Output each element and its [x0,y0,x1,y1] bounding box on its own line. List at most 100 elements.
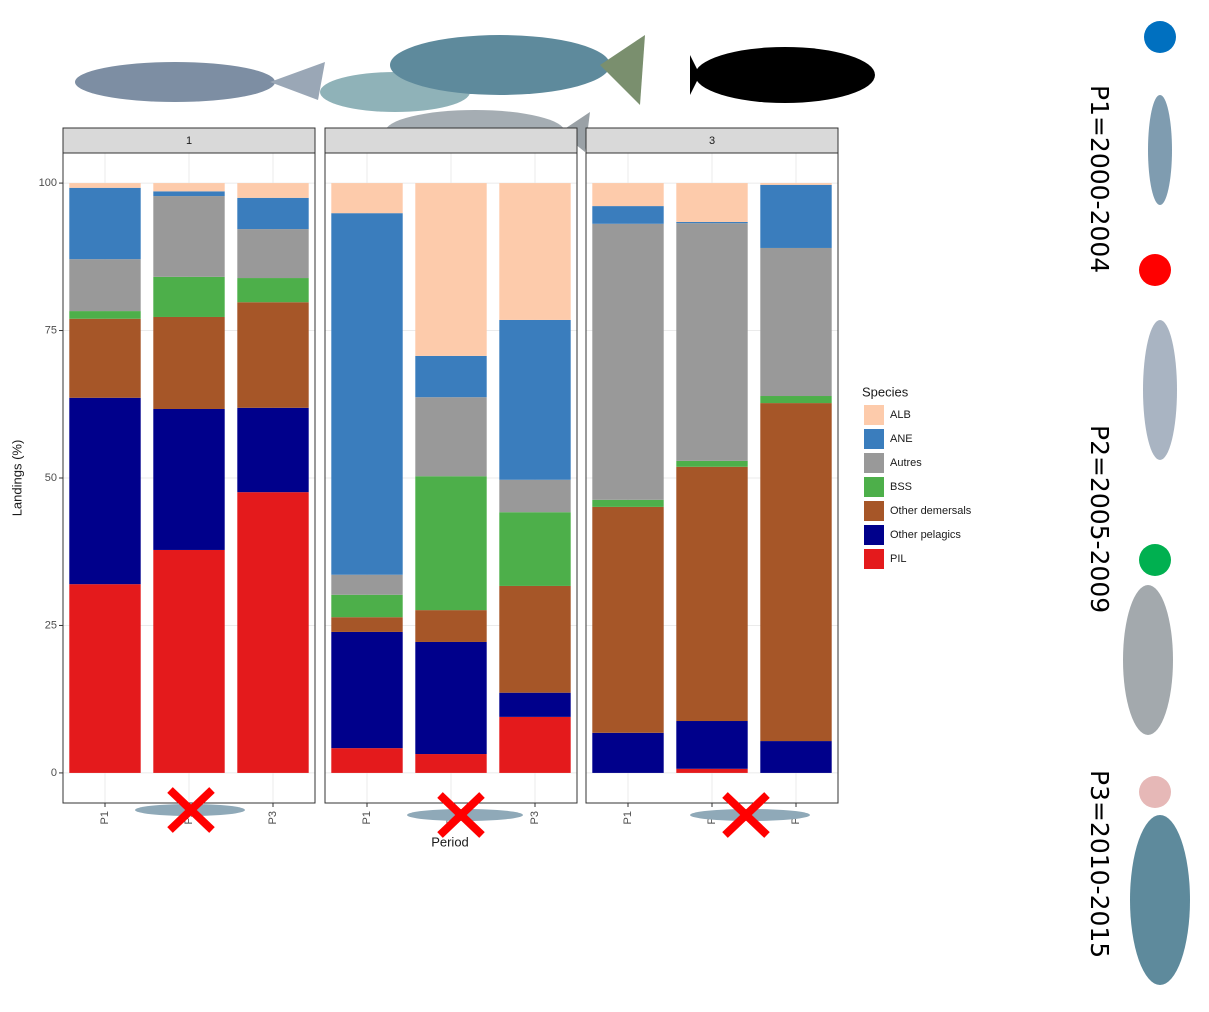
x-tick-label: P3 [529,811,541,824]
x-tick-label: P1 [99,811,111,824]
legend-key [864,453,884,473]
bar-segment [415,397,487,477]
bar-segment [237,302,309,408]
bar-segment [69,187,141,260]
strip [585,127,839,154]
bar-segment [415,610,487,642]
legend-label: BSS [890,481,912,493]
cross-mark [437,792,485,838]
legend-key [864,405,884,425]
bar-segment [69,318,141,398]
y-tick-label: 100 [39,177,57,189]
bar-segment [760,247,832,397]
bar-segment [415,355,487,398]
fish-illustration [75,62,275,102]
y-tick-label: 0 [51,767,57,779]
y-axis-label: Landings (%) [9,440,24,517]
bar-segment [331,617,403,632]
bar-segment [69,259,141,312]
legend-label: Autres [890,457,922,469]
bar-segment [592,506,664,733]
bar-segment [676,721,748,769]
bar-segment [331,183,403,214]
bar-segment [499,183,571,320]
bar-segment [760,184,832,248]
bar-segment [237,492,309,773]
bar-segment [153,549,225,773]
bar-segment [331,213,403,575]
period-dot [1139,776,1171,808]
bar-segment [415,754,487,773]
bar-segment [153,408,225,550]
bar-segment [499,716,571,773]
bar-segment [331,574,403,595]
cross-marks [135,787,810,838]
x-tick-label: P1 [622,811,634,824]
bar-segment [676,223,748,461]
bar-segment [331,748,403,773]
bar-segment [676,460,748,467]
y-tick-label: 25 [45,619,57,631]
x-tick-label: P1 [361,811,373,824]
fish-illustration [1123,585,1173,735]
fish-silhouette [695,47,875,103]
bar-segment [499,319,571,480]
x-axis-label: Period [431,834,469,849]
bar-segment [237,197,309,230]
cross-mark [167,787,215,833]
cross-mark [722,792,770,838]
bar-segment [499,585,571,693]
y-tick-label: 75 [45,324,57,336]
bar-segment [499,479,571,513]
bar-segment [415,183,487,356]
legend-label: ANE [890,433,913,445]
bar-segment [331,631,403,749]
bar-segment [760,396,832,404]
bar-segment [676,768,748,773]
bar-segment [592,223,664,500]
bar-segment [499,692,571,717]
bar-segment [69,311,141,319]
fish-illustration [1143,320,1177,460]
period-dot [1139,254,1171,286]
legend-title: Species [862,384,909,399]
bar-segment [153,276,225,317]
bar-segment [592,499,664,507]
period-label: P1=2000-2004 [1085,85,1114,273]
y-tick-label: 50 [45,472,57,484]
bar-segment [592,183,664,207]
bar-segment [592,732,664,773]
legend-label: Other pelagics [890,529,961,541]
fish-illustration [270,62,325,100]
strip [62,127,316,154]
bar-segment [331,594,403,618]
fish-silhouette [690,55,700,95]
bar-segment [676,183,748,223]
fish-illustration [1130,815,1190,985]
fish-illustration [390,35,610,95]
legend-key [864,429,884,449]
legend-key [864,549,884,569]
bar-segment [237,278,309,303]
x-tick-label: P3 [267,811,279,824]
legend-label: PIL [890,553,907,565]
bar-segment [760,403,832,742]
bar-segment [676,466,748,722]
bar-segment [237,183,309,198]
bar-segment [592,206,664,224]
bar-segment [237,229,309,279]
legend-key [864,501,884,521]
bar-segment [69,183,141,188]
legend-label: Other demersals [890,505,972,517]
strip-label: 3 [709,135,715,147]
bar-segment [153,191,225,197]
legend-key [864,477,884,497]
period-label: P2=2005-2009 [1085,425,1114,613]
bar-segment [69,584,141,773]
bar-segment [415,476,487,611]
period-dot [1144,21,1176,53]
fish-illustration [1148,95,1172,205]
bar-segment [760,183,832,185]
bar-segment [153,183,225,192]
